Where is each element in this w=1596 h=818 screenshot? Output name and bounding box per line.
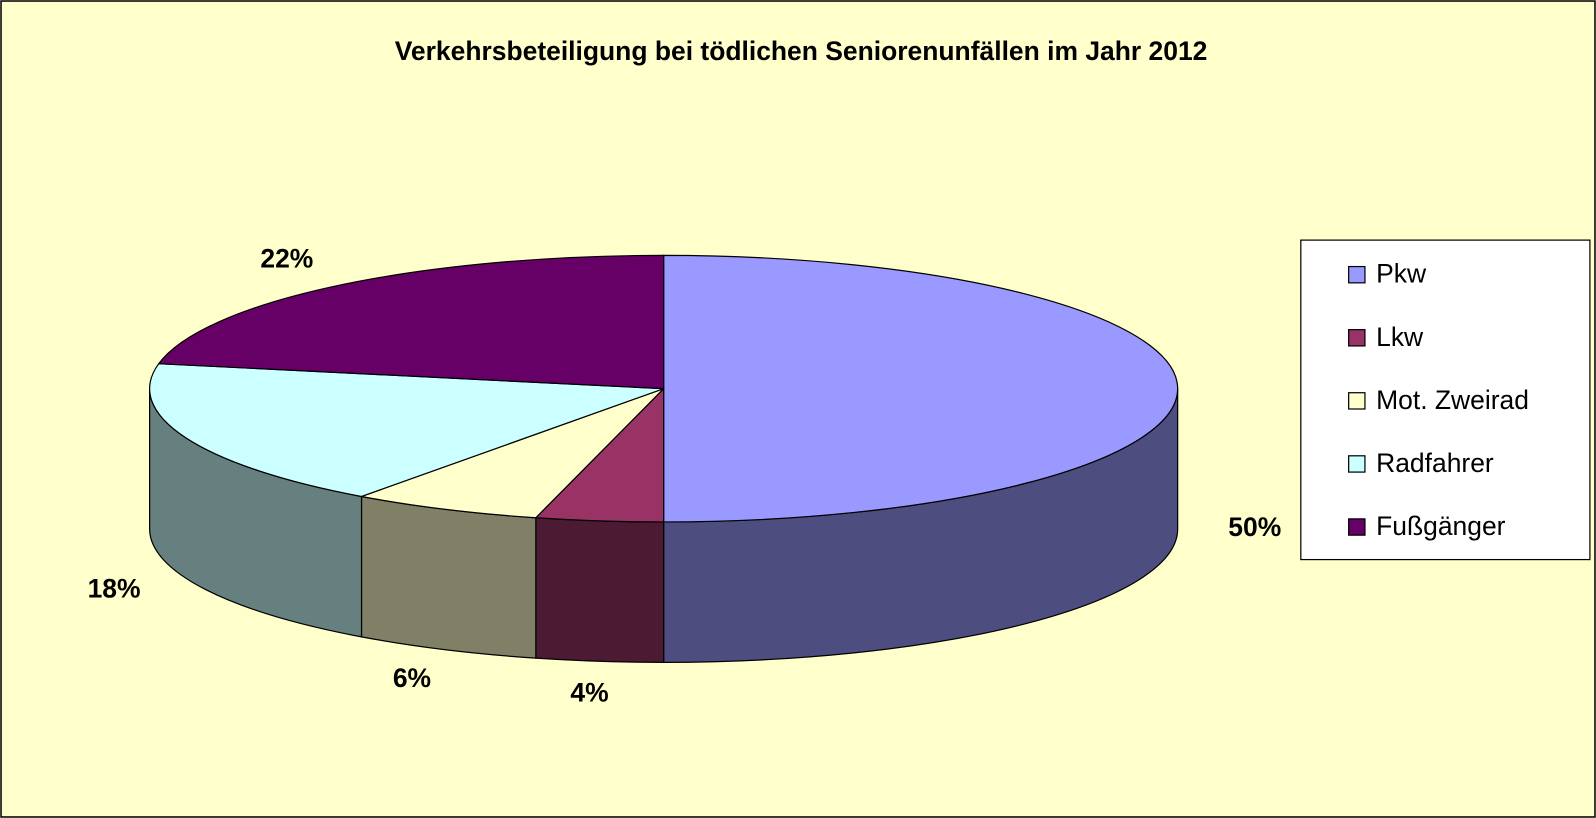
legend-swatch (1348, 265, 1366, 284)
pie-slice (359, 388, 665, 519)
pie-slice (149, 363, 664, 498)
pie-slice (157, 254, 665, 390)
data-label: 50% (1228, 512, 1281, 542)
legend-label: Fußgänger (1376, 511, 1506, 541)
legend-swatch (1348, 455, 1366, 473)
pie-side (360, 495, 537, 659)
legend-label: Radfahrer (1376, 448, 1494, 478)
data-label: 22% (260, 243, 313, 273)
chart-title: Verkehrsbeteiligung bei tödlichen Senior… (395, 36, 1208, 66)
legend-swatch (1348, 518, 1366, 536)
pie-slice (663, 254, 1179, 523)
data-label: 4% (570, 677, 608, 707)
legend-swatch (1348, 392, 1366, 410)
legend-label: Pkw (1376, 259, 1427, 289)
legend-label: Lkw (1376, 322, 1424, 352)
legend-swatch (1348, 329, 1366, 347)
legend-label: Mot. Zweirad (1376, 385, 1529, 415)
data-label: 18% (88, 573, 141, 603)
data-label: 6% (393, 663, 431, 693)
pie-side (535, 517, 665, 663)
